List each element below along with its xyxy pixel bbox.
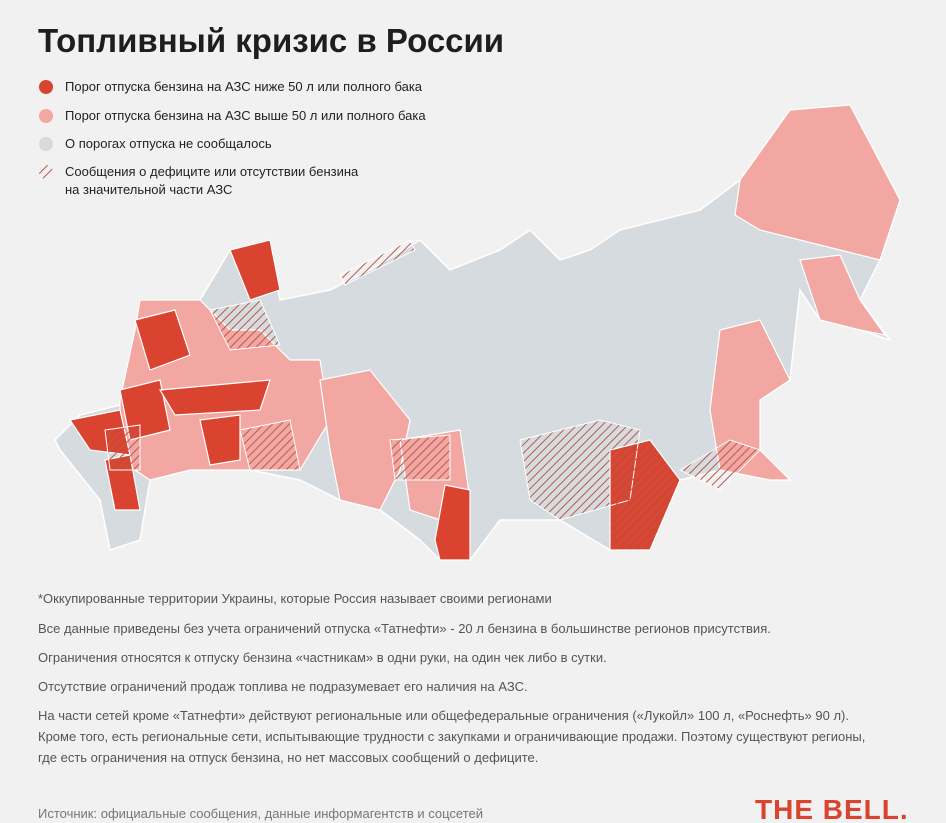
source: Источник: официальные сообщения, данные … (38, 806, 484, 821)
regions-hatched (104, 239, 761, 551)
note: Отсутствие ограничений продаж топлива не… (38, 679, 528, 694)
note: Ограничения относятся к отпуску бензина … (38, 650, 607, 665)
logo: THE BELL. (755, 794, 909, 823)
legend-marker (39, 80, 53, 94)
note: На части сетей кроме «Татнефти» действую… (38, 708, 866, 765)
note: *Оккупированные территории Украины, кото… (38, 591, 552, 606)
legend-label: Сообщения о дефиците или отсутствии бенз… (65, 164, 359, 197)
legend-marker (39, 137, 53, 151)
legend-label: Порог отпуска бензина на АЗС выше 50 л и… (65, 108, 426, 123)
legend-label: О порогах отпуска не сообщалось (65, 136, 272, 151)
title: Топливный кризис в России (38, 22, 505, 59)
legend-marker (39, 165, 53, 179)
note: Все данные приведены без учета ограничен… (38, 621, 771, 636)
legend-marker (39, 109, 53, 123)
legend-label: Порог отпуска бензина на АЗС ниже 50 л и… (65, 79, 423, 94)
